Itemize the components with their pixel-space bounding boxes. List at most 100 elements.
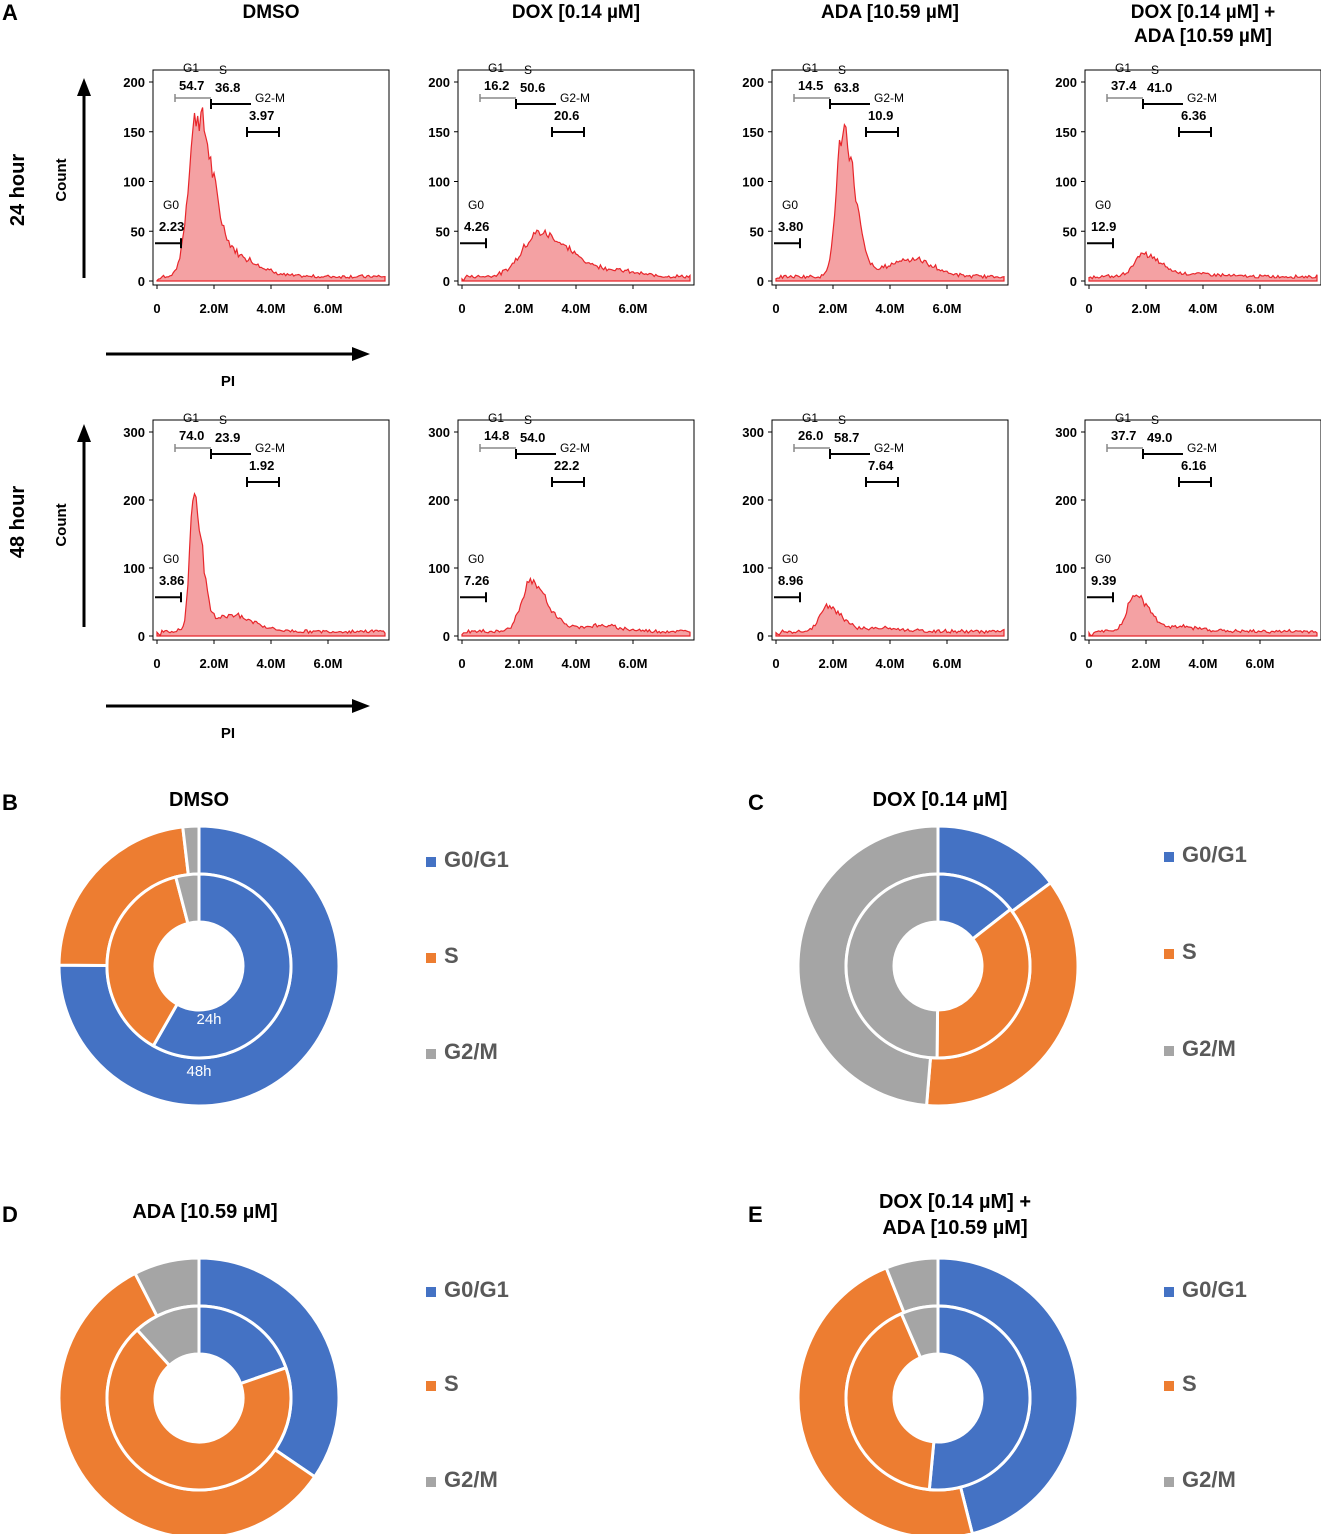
y-tick-label: 200: [123, 75, 145, 90]
x-tick-label: 2.0M: [505, 301, 534, 316]
y-tick-label: 150: [1055, 125, 1077, 140]
gate-g2m-name: G2-M: [560, 91, 590, 105]
y-tick-label: 0: [1070, 629, 1077, 644]
gate-g0-value: 3.86: [159, 573, 184, 588]
y-tick-label: 100: [428, 175, 450, 190]
y-tick-label: 150: [123, 125, 145, 140]
y-tick-label: 200: [123, 493, 145, 508]
x-tick-label: 2.0M: [200, 301, 229, 316]
histogram-area: [775, 123, 1005, 282]
gate-s-name: S: [219, 63, 227, 77]
row-title-48h: 48 hour: [7, 486, 29, 558]
gate-s-name: S: [524, 63, 532, 77]
histogram-panel-6: 0 100 200 300 0 2.0M 4.0M 6.0M G0 7.26 G1 14.8 S 54.0…: [428, 411, 695, 671]
gate-g2m-value: 6.16: [1181, 458, 1206, 473]
legend-label-g2m: G2/M: [444, 1467, 498, 1492]
legend-label-s: S: [1182, 939, 1197, 964]
x-tick-label: 4.0M: [876, 656, 905, 671]
y-tick-label: 200: [428, 75, 450, 90]
panel-letter-b: B: [2, 790, 18, 815]
inner-ring-24h-slice-g0g1: [927, 1304, 1032, 1492]
y-axis-title-48h: Count: [53, 503, 70, 546]
histogram-area: [156, 107, 386, 282]
y-tick-label: 150: [742, 125, 764, 140]
y-tick-label: 50: [750, 224, 764, 239]
histogram-grid: DMSO 0 50 100 150 200 0 2.0M 4.0M 6.0M G0 2.23 G1 54.…: [123, 2, 1321, 671]
legend-swatch-g2m: [1164, 1477, 1174, 1487]
gate-g2m-value: 1.92: [249, 458, 274, 473]
x-tick-label: 6.0M: [933, 301, 962, 316]
x-tick-label: 0: [153, 301, 160, 316]
x-tick-label: 4.0M: [1189, 656, 1218, 671]
legend-swatch-g2m: [426, 1477, 436, 1487]
gate-g0-name: G0: [468, 552, 484, 566]
legend-label-s: S: [444, 1371, 459, 1396]
gate-g0-name: G0: [468, 198, 484, 212]
x-axis-arrow-24h: [106, 347, 370, 361]
x-tick-label: 6.0M: [619, 656, 648, 671]
gate-g1-value: 54.7: [179, 78, 204, 93]
x-tick-label: 4.0M: [257, 656, 286, 671]
x-tick-label: 2.0M: [505, 656, 534, 671]
histogram-area: [1088, 594, 1318, 637]
donut-title: DOX [0.14 µM]: [873, 789, 1008, 811]
histogram-panel-8: 0 100 200 300 0 2.0M 4.0M 6.0M G0 9.39 G1 37.7 S 49.0…: [1055, 411, 1321, 671]
x-tick-label: 4.0M: [562, 656, 591, 671]
legend-swatch-s: [426, 953, 436, 963]
gate-g0-name: G0: [782, 198, 798, 212]
gate-g1-value: 14.5: [798, 78, 823, 93]
gate-g2m-name: G2-M: [560, 441, 590, 455]
x-tick-label: 2.0M: [819, 301, 848, 316]
legend-swatch-s: [426, 1381, 436, 1391]
row-title-24h: 24 hour: [7, 154, 29, 226]
y-tick-label: 200: [1055, 493, 1077, 508]
legend-label-g2m: G2/M: [1182, 1036, 1236, 1061]
gate-g1-name: G1: [488, 411, 504, 425]
histogram-panel-1: DMSO 0 50 100 150 200 0 2.0M 4.0M 6.0M G0 2.23 G1 54.…: [123, 2, 390, 316]
inner-ring-24h-slice-g2m: [844, 872, 940, 1060]
x-tick-label: 2.0M: [200, 656, 229, 671]
legend-swatch-g0g1: [426, 1287, 436, 1297]
gate-g1-name: G1: [802, 411, 818, 425]
y-tick-label: 0: [1070, 274, 1077, 289]
legend-label-g2m: G2/M: [1182, 1467, 1236, 1492]
x-tick-label: 4.0M: [1189, 301, 1218, 316]
x-tick-label: 6.0M: [314, 301, 343, 316]
histogram-area: [775, 602, 1005, 637]
gate-s-value: 41.0: [1147, 80, 1172, 95]
y-tick-label: 0: [757, 629, 764, 644]
y-axis-arrow-24h: [77, 78, 91, 278]
y-tick-label: 200: [742, 75, 764, 90]
x-tick-label: 6.0M: [1246, 301, 1275, 316]
inner-ring-24h-slice-g2m: [135, 1304, 201, 1368]
y-tick-label: 100: [123, 175, 145, 190]
y-tick-label: 100: [1055, 175, 1077, 190]
gate-s-name: S: [838, 413, 846, 427]
gate-s-value: 50.6: [520, 80, 545, 95]
donut-panel-e: DOX [0.14 µM] + ADA [10.59 µM] G0/G1 S G2/M: [796, 1191, 1247, 1534]
column-title: DMSO: [243, 2, 300, 23]
legend-label-g0g1: G0/G1: [1182, 842, 1247, 867]
histogram-panel-4: DOX [0.14 µM] + ADA [10.59 µM] 0 50 100 150 20…: [1055, 2, 1321, 316]
gate-g1-value: 14.8: [484, 428, 509, 443]
gate-g2m-value: 10.9: [868, 108, 893, 123]
donut-title: DOX [0.14 µM] +: [879, 1191, 1031, 1213]
gate-s-value: 49.0: [1147, 430, 1172, 445]
gate-g1-value: 37.4: [1111, 78, 1137, 93]
panel-letter-e: E: [748, 1202, 763, 1227]
gate-g2m-name: G2-M: [255, 91, 285, 105]
inner-ring-24h-slice-s: [105, 1327, 293, 1492]
gate-g0-value: 4.26: [464, 219, 489, 234]
gate-s-value: 63.8: [834, 80, 859, 95]
gate-g2m-name: G2-M: [1187, 441, 1217, 455]
legend-swatch-g2m: [1164, 1046, 1174, 1056]
x-tick-label: 0: [1085, 301, 1092, 316]
x-axis-title-24h: PI: [221, 373, 235, 390]
x-tick-label: 0: [458, 656, 465, 671]
x-tick-label: 0: [458, 301, 465, 316]
y-tick-label: 50: [1063, 224, 1077, 239]
inner-ring-24h-slice-s: [105, 875, 190, 1048]
gate-g1-value: 37.7: [1111, 428, 1136, 443]
inner-ring-24h-slice-s: [844, 1311, 936, 1492]
